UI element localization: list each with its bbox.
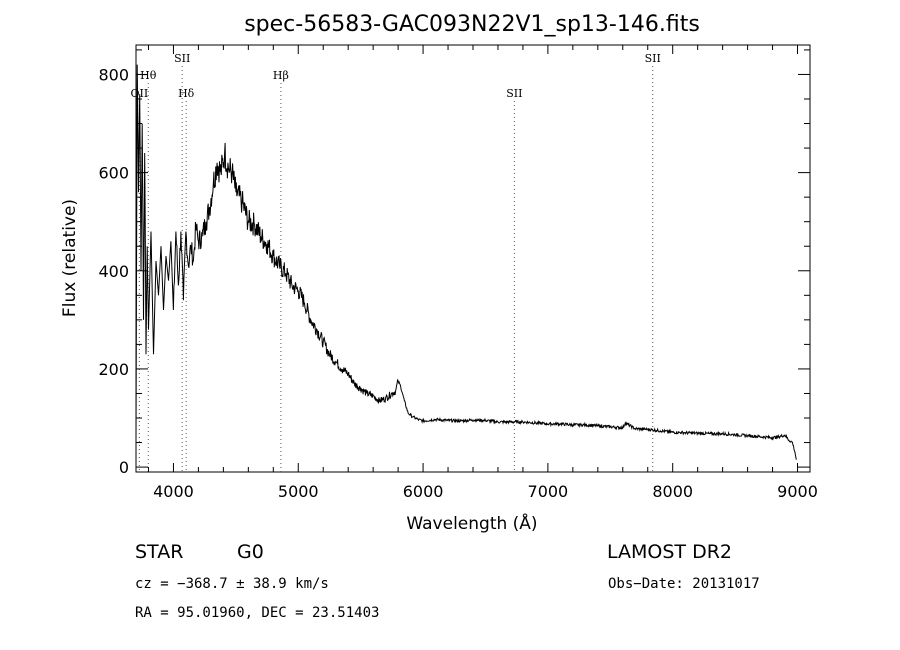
axis-ticks: [136, 45, 810, 472]
x-tick-label: 9000: [777, 482, 818, 501]
object-subclass: G0: [237, 541, 264, 563]
line-marker-label: SII: [506, 87, 522, 100]
line-markers: OII Hθ SII Hδ Hβ SII SII: [131, 52, 661, 472]
x-tick-label: 5000: [278, 482, 319, 501]
spectrum-line: [135, 64, 797, 460]
line-marker-label: Hθ: [140, 69, 157, 82]
x-tick-label: 6000: [403, 482, 444, 501]
y-tick-label: 0: [119, 458, 129, 477]
x-tick-label: 4000: [153, 482, 194, 501]
line-marker-label: Hβ: [273, 69, 289, 82]
axis-tick-labels: 4000 5000 6000 7000 8000 9000 0 200 400 600 800: [98, 65, 817, 501]
sky-coordinates: RA = 95.01960, DEC = 23.51403: [135, 605, 380, 621]
line-marker-label: Hδ: [178, 87, 195, 100]
y-tick-label: 800: [98, 65, 129, 84]
line-marker-label: SII: [174, 52, 190, 65]
survey-name: LAMOST DR2: [607, 541, 732, 563]
y-tick-label: 200: [98, 360, 129, 379]
y-axis-label: Flux (relative): [60, 199, 80, 317]
x-tick-label: 8000: [652, 482, 693, 501]
chart-title: spec-56583-GAC093N22V1_sp13-146.fits: [244, 12, 700, 37]
object-class: STAR: [135, 541, 184, 563]
line-marker-label: OII: [131, 87, 149, 100]
y-tick-label: 400: [98, 262, 129, 281]
line-marker-label: SII: [645, 52, 661, 65]
plot-frame: [135, 44, 811, 473]
redshift-velocity: cz = −368.7 ± 38.9 km/s: [135, 576, 329, 592]
x-tick-label: 7000: [528, 482, 569, 501]
observation-date: Obs−Date: 20131017: [608, 576, 760, 592]
y-tick-label: 600: [98, 164, 129, 183]
x-axis-label: Wavelength (Å): [406, 512, 537, 534]
